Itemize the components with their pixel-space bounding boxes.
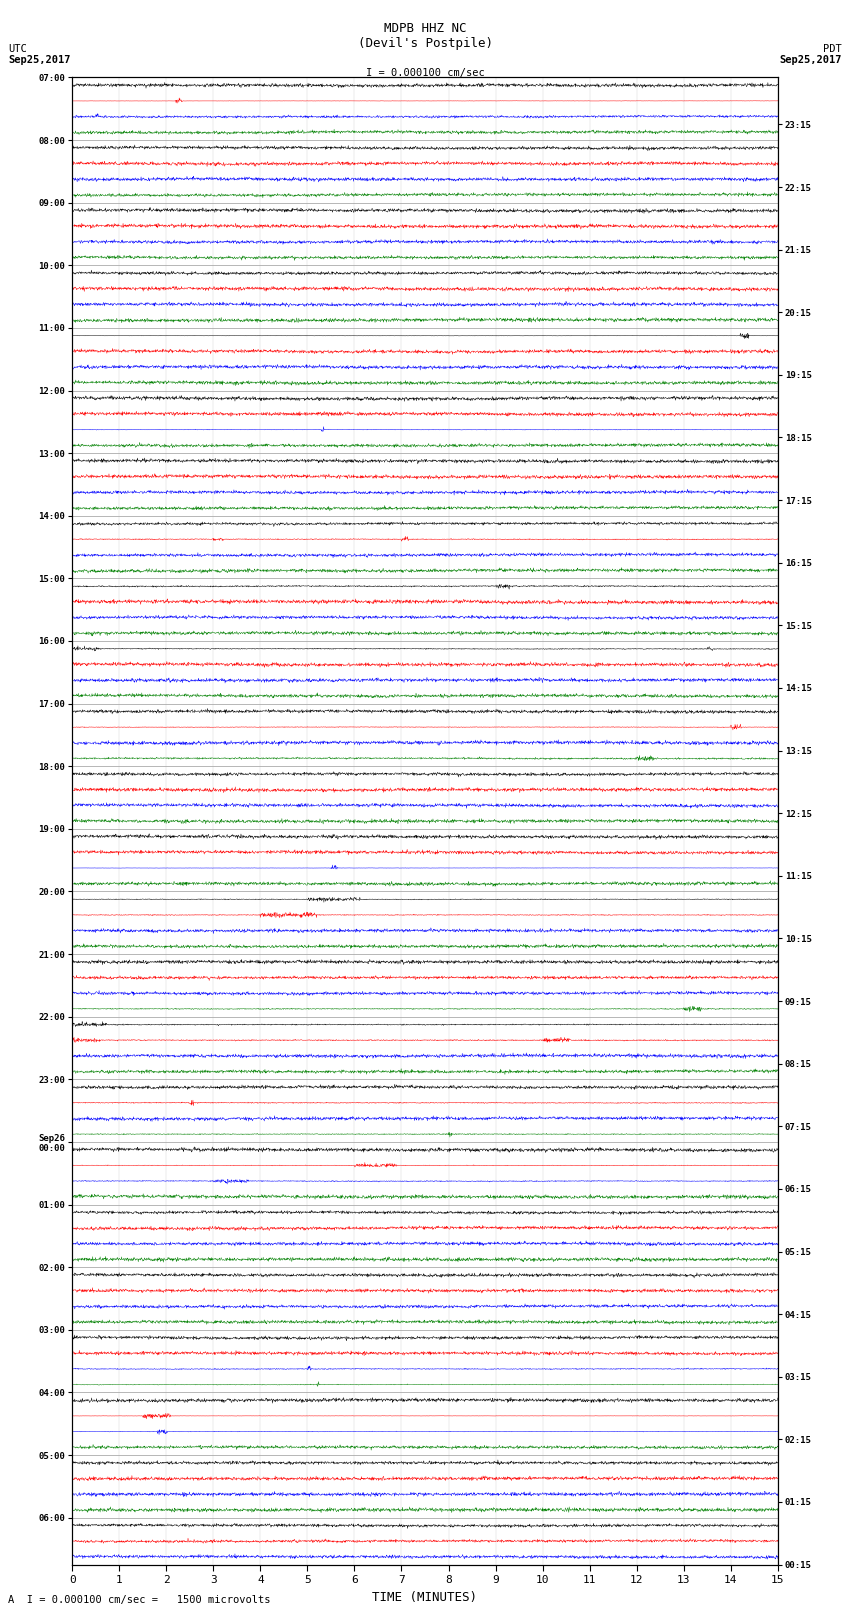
Text: A  I = 0.000100 cm/sec =   1500 microvolts: A I = 0.000100 cm/sec = 1500 microvolts: [8, 1595, 271, 1605]
Text: I = 0.000100 cm/sec: I = 0.000100 cm/sec: [366, 68, 484, 77]
Text: UTC: UTC: [8, 44, 27, 53]
Text: Sep25,2017: Sep25,2017: [8, 55, 71, 65]
X-axis label: TIME (MINUTES): TIME (MINUTES): [372, 1590, 478, 1603]
Text: PDT: PDT: [823, 44, 842, 53]
Title: MDPB HHZ NC
(Devil's Postpile): MDPB HHZ NC (Devil's Postpile): [358, 23, 492, 50]
Text: Sep25,2017: Sep25,2017: [779, 55, 842, 65]
